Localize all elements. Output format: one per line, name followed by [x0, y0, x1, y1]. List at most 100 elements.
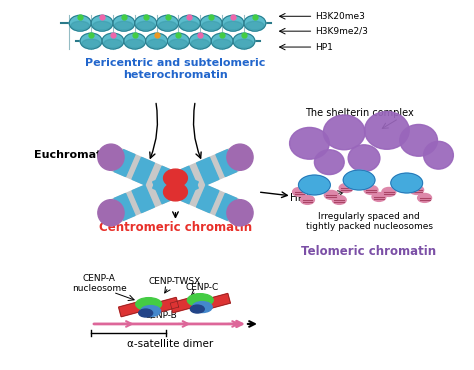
Ellipse shape [113, 15, 135, 31]
Ellipse shape [139, 309, 153, 317]
Polygon shape [197, 185, 219, 213]
Ellipse shape [189, 33, 211, 49]
Ellipse shape [104, 39, 122, 48]
Polygon shape [216, 194, 237, 221]
Text: α-satellite dimer: α-satellite dimer [128, 339, 214, 349]
Polygon shape [132, 157, 155, 185]
Ellipse shape [343, 170, 375, 190]
Ellipse shape [233, 33, 255, 49]
Polygon shape [176, 176, 198, 204]
Ellipse shape [382, 188, 396, 196]
Text: Irregularly spaced and
tightly packed nucleosomes: Irregularly spaced and tightly packed nu… [306, 212, 432, 231]
Ellipse shape [82, 39, 100, 48]
Ellipse shape [339, 184, 353, 192]
Ellipse shape [93, 21, 111, 30]
Polygon shape [171, 174, 245, 224]
Text: HP1: HP1 [315, 43, 333, 51]
Ellipse shape [365, 112, 409, 149]
Ellipse shape [391, 173, 423, 193]
Ellipse shape [201, 15, 222, 31]
Ellipse shape [147, 39, 166, 48]
Ellipse shape [102, 33, 124, 49]
Text: Telomeric chromatin: Telomeric chromatin [301, 245, 437, 258]
Ellipse shape [126, 39, 144, 48]
Ellipse shape [98, 144, 124, 170]
Ellipse shape [69, 15, 91, 31]
Text: Pericentric and subtelomeric
heterochromatin: Pericentric and subtelomeric heterochrom… [85, 58, 265, 80]
Ellipse shape [418, 194, 431, 202]
Ellipse shape [158, 21, 177, 30]
Ellipse shape [178, 15, 201, 31]
Ellipse shape [191, 39, 210, 48]
Polygon shape [170, 296, 200, 313]
Ellipse shape [80, 33, 102, 49]
Text: Centromeric chromatin: Centromeric chromatin [99, 221, 252, 234]
Ellipse shape [164, 169, 187, 187]
Text: H3K20me3: H3K20me3 [315, 12, 365, 21]
Polygon shape [153, 176, 175, 204]
Ellipse shape [222, 15, 244, 31]
Ellipse shape [424, 141, 453, 169]
Ellipse shape [124, 33, 146, 49]
Ellipse shape [227, 200, 253, 226]
Ellipse shape [164, 183, 187, 201]
Ellipse shape [136, 297, 162, 310]
Ellipse shape [299, 175, 330, 195]
Ellipse shape [137, 21, 155, 30]
Ellipse shape [141, 306, 161, 316]
Ellipse shape [135, 15, 156, 31]
Ellipse shape [400, 124, 438, 156]
Text: CENP-TWSX: CENP-TWSX [148, 277, 201, 286]
Polygon shape [106, 174, 180, 224]
Ellipse shape [246, 21, 264, 30]
Ellipse shape [211, 33, 233, 49]
Polygon shape [149, 297, 179, 314]
Text: Euchromatin: Euchromatin [34, 150, 113, 160]
Ellipse shape [410, 185, 424, 194]
Text: H3K9me2/3: H3K9me2/3 [315, 27, 368, 36]
Polygon shape [216, 149, 237, 176]
Text: CENP-C: CENP-C [186, 283, 219, 292]
Ellipse shape [167, 33, 189, 49]
Ellipse shape [244, 15, 266, 31]
Ellipse shape [213, 39, 231, 48]
Polygon shape [118, 300, 148, 317]
Ellipse shape [372, 192, 386, 201]
Ellipse shape [227, 144, 253, 170]
Ellipse shape [192, 302, 212, 313]
Ellipse shape [156, 15, 178, 31]
Polygon shape [171, 146, 245, 196]
Ellipse shape [332, 195, 346, 204]
Ellipse shape [71, 21, 90, 30]
Ellipse shape [191, 305, 204, 313]
Ellipse shape [235, 39, 253, 48]
Polygon shape [153, 166, 175, 194]
Ellipse shape [324, 191, 338, 199]
Polygon shape [114, 149, 135, 176]
Text: The shelterin complex: The shelterin complex [305, 108, 414, 118]
Polygon shape [197, 157, 219, 185]
Ellipse shape [290, 127, 329, 159]
Ellipse shape [115, 21, 133, 30]
Polygon shape [114, 194, 135, 221]
Ellipse shape [314, 150, 344, 175]
Ellipse shape [202, 21, 220, 30]
Text: CENP-A
nucleosome: CENP-A nucleosome [72, 273, 127, 293]
Text: HP1: HP1 [290, 193, 310, 203]
Ellipse shape [323, 115, 365, 150]
Polygon shape [106, 146, 180, 196]
Ellipse shape [146, 33, 167, 49]
Ellipse shape [187, 294, 213, 307]
Ellipse shape [348, 145, 380, 172]
Polygon shape [176, 166, 198, 194]
Ellipse shape [91, 15, 113, 31]
Ellipse shape [169, 39, 188, 48]
Ellipse shape [292, 188, 307, 196]
Ellipse shape [301, 195, 314, 204]
Text: CENP-B: CENP-B [144, 310, 177, 320]
Ellipse shape [364, 185, 378, 194]
Ellipse shape [180, 21, 199, 30]
Polygon shape [201, 293, 230, 310]
Polygon shape [132, 185, 155, 213]
Ellipse shape [98, 200, 124, 226]
